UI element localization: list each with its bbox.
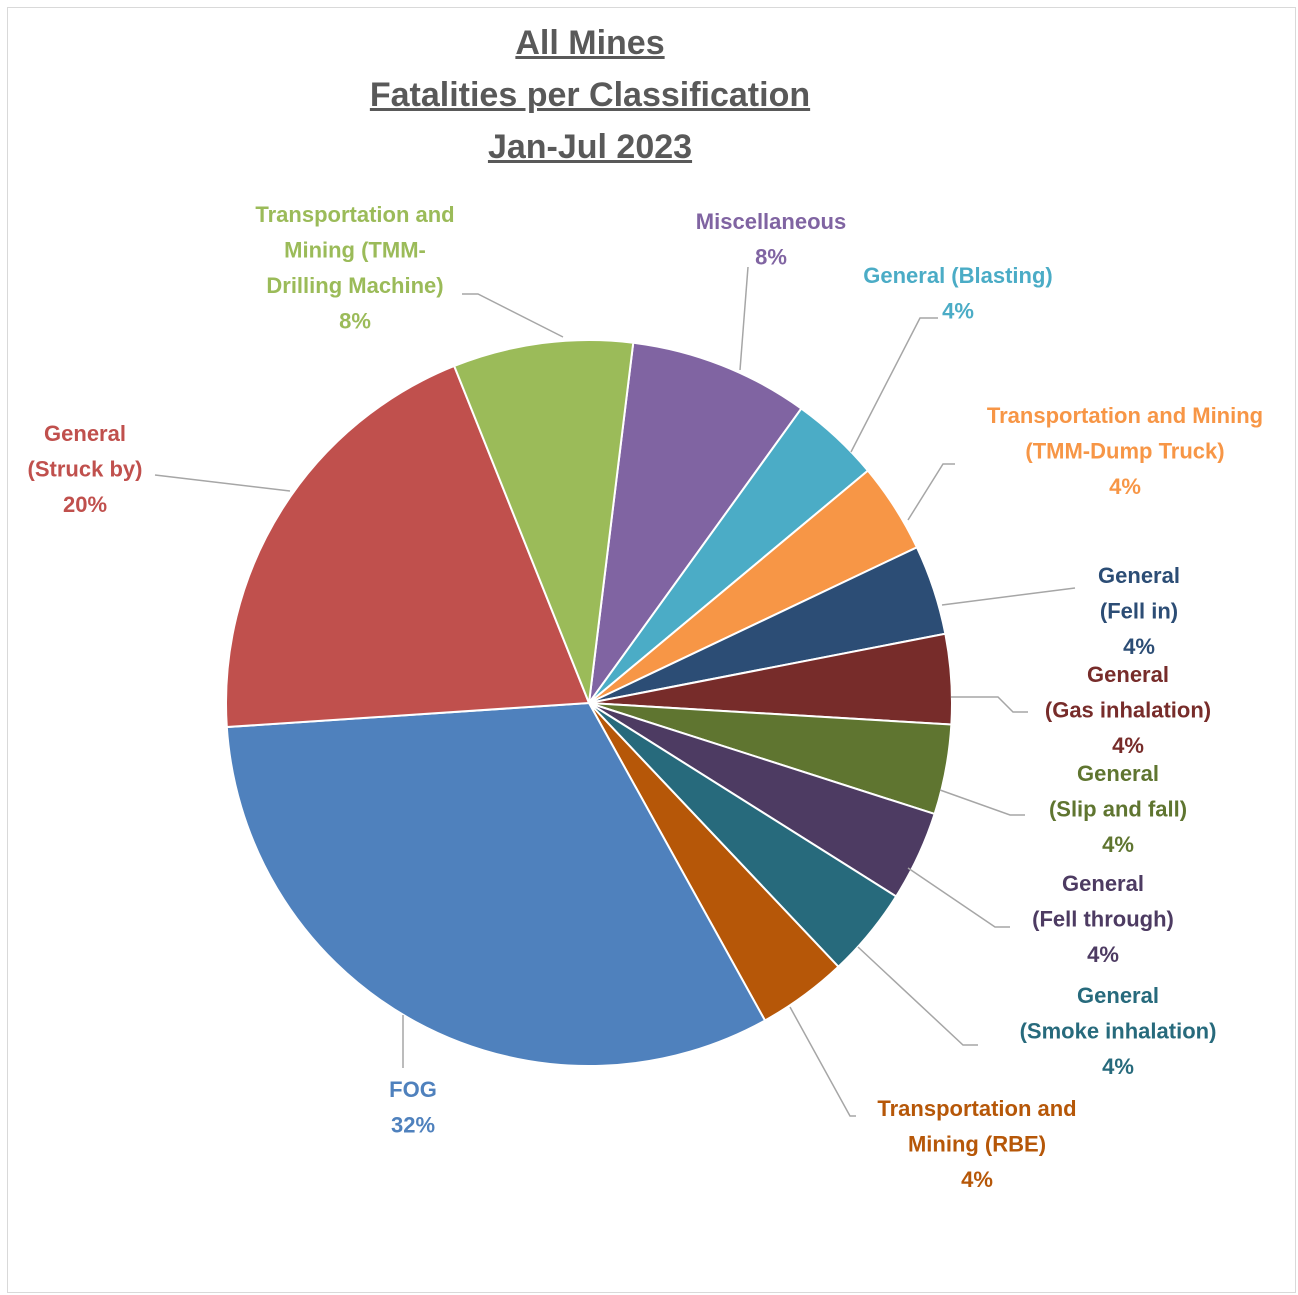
leader-line: [462, 293, 564, 338]
slice-label: General: [1077, 983, 1159, 1008]
slice-label: General: [1098, 563, 1180, 588]
slice-percent-label: 8%: [339, 309, 371, 334]
slice-label: (Fell through): [1032, 907, 1174, 932]
slice-percent-label: 4%: [1123, 634, 1155, 659]
slice-label: General: [1087, 662, 1169, 687]
leader-line: [739, 266, 749, 371]
slice-label: Transportation and: [255, 202, 454, 227]
slice-percent-label: 4%: [1102, 832, 1134, 857]
slice-percent-label: 8%: [755, 245, 787, 270]
leader-line: [951, 696, 1028, 713]
slice-label: General: [1077, 761, 1159, 786]
slice-percent-label: 4%: [942, 299, 974, 324]
chart-title-line-2: Fatalities per Classification: [369, 76, 811, 114]
slice-percent-label: 20%: [63, 492, 107, 517]
pie-slices: [225, 339, 953, 1067]
slice-label: General: [1062, 871, 1144, 896]
slice-label: General: [44, 421, 126, 446]
slice-label: (Gas inhalation): [1045, 698, 1211, 723]
slice-percent-label: 4%: [1102, 1054, 1134, 1079]
pie-slice: [452, 339, 635, 704]
leader-line: [939, 789, 1025, 816]
slice-label: Miscellaneous: [696, 209, 846, 234]
slice-label: (Fell in): [1100, 599, 1178, 624]
leader-lines: [154, 266, 1076, 1117]
chart-title-line-3: Jan-Jul 2023: [487, 128, 693, 166]
slice-label: Mining (RBE): [908, 1132, 1046, 1157]
pie-slice: [225, 364, 591, 729]
slice-label: Transportation and Mining: [987, 403, 1263, 428]
leader-line: [850, 317, 938, 453]
slice-percent-label: 32%: [391, 1113, 435, 1138]
slice-percent-label: 4%: [961, 1167, 993, 1192]
slice-label: (Slip and fall): [1049, 797, 1187, 822]
slice-label: (TMM-Dump Truck): [1025, 439, 1224, 464]
slice-label: (Struck by): [28, 457, 143, 482]
pie-slice: [588, 341, 803, 704]
slice-labels: Miscellaneous 8% General (Blasting) 4% Trans…: [28, 202, 1264, 1192]
leader-line: [789, 1006, 856, 1117]
slice-percent-label: 4%: [1087, 942, 1119, 967]
leader-line: [857, 946, 978, 1046]
chart-title-line-1: All Mines: [515, 24, 665, 62]
slice-percent-label: 4%: [1109, 474, 1141, 499]
slice-label: General (Blasting): [863, 263, 1052, 288]
leader-line: [941, 587, 1076, 606]
slice-percent-label: 4%: [1112, 733, 1144, 758]
slice-label: FOG: [389, 1077, 437, 1102]
slice-label: Drilling Machine): [266, 273, 443, 298]
slice-label: Mining (TMM-: [284, 238, 426, 263]
slice-label: Transportation and: [877, 1096, 1076, 1121]
leader-line: [907, 463, 955, 521]
slice-label: (Smoke inhalation): [1020, 1019, 1217, 1044]
leader-line: [154, 474, 291, 492]
pie-slice: [225, 701, 767, 1067]
leader-line: [907, 867, 1010, 928]
